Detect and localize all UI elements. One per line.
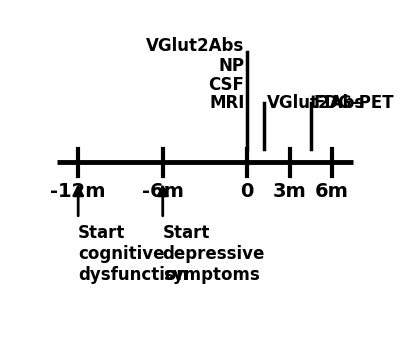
Text: -12m: -12m xyxy=(50,182,106,201)
Text: CSF: CSF xyxy=(208,76,244,94)
Text: 3m: 3m xyxy=(273,182,306,201)
Text: Start
cognitive
dysfunction: Start cognitive dysfunction xyxy=(78,224,188,284)
Text: VGlut2Abs: VGlut2Abs xyxy=(267,94,365,112)
Text: Start
depressive
symptoms: Start depressive symptoms xyxy=(163,224,265,284)
Text: FDG-PET: FDG-PET xyxy=(314,94,394,112)
Text: NP: NP xyxy=(218,57,244,75)
Text: MRI: MRI xyxy=(209,94,244,112)
Text: 0: 0 xyxy=(240,182,254,201)
Text: 6m: 6m xyxy=(315,182,349,201)
Text: -6m: -6m xyxy=(142,182,184,201)
Text: VGlut2Abs: VGlut2Abs xyxy=(146,37,244,55)
